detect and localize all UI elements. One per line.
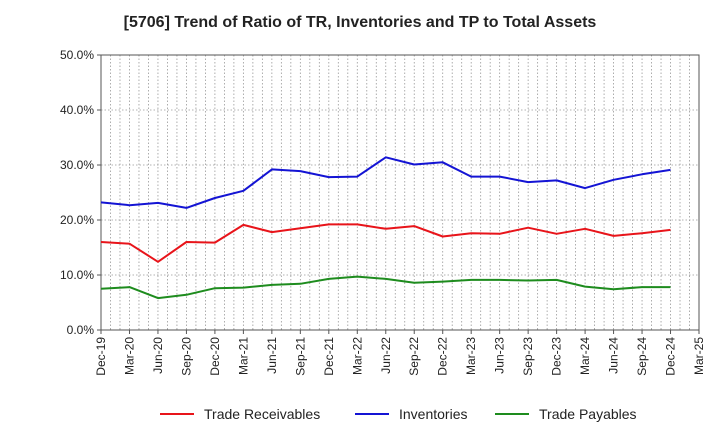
series-line-trade-receivables [100,223,671,263]
x-tick-label: Mar-24 [578,337,592,375]
series-lines [100,156,671,300]
x-tick-label: Jun-24 [607,337,621,374]
plot-area-frame [100,54,700,331]
y-tick-label: 10.0% [60,268,94,282]
x-tick-label: Sep-20 [179,337,193,376]
x-tick-label: Mar-25 [692,337,706,375]
x-tick-label: Mar-22 [350,337,364,375]
x-tick-label: Dec-24 [664,337,678,376]
legend: Trade Receivables Inventories Trade Payabl… [160,406,637,422]
series-line-trade-payables [100,275,671,300]
legend-label-trade-payables: Trade Payables [539,406,637,422]
y-tick-label: 50.0% [60,48,94,62]
legend-label-trade-receivables: Trade Receivables [204,406,320,422]
axis-ticks: 0.0% 10.0% 20.0% 30.0% 40.0% 50.0% Dec-19 Mar-2… [60,48,706,376]
series-line-inventories [100,156,671,209]
x-tick-label: Dec-20 [208,337,222,376]
x-tick-label: Dec-21 [322,337,336,376]
y-tick-label: 20.0% [60,213,94,227]
grid [101,55,699,330]
y-tick-label: 40.0% [60,103,94,117]
x-tick-label: Sep-24 [635,337,649,376]
x-tick-label: Jun-20 [151,337,165,374]
x-tick-label: Sep-23 [521,337,535,376]
chart-title: [5706] Trend of Ratio of TR, Inventories… [123,14,597,31]
x-tick-label: Jun-21 [265,337,279,374]
x-tick-label: Sep-22 [407,337,421,376]
y-tick-label: 0.0% [67,323,95,337]
x-tick-label: Mar-20 [122,337,136,375]
x-tick-label: Sep-21 [293,337,307,376]
y-tick-label: 30.0% [60,158,94,172]
legend-label-inventories: Inventories [399,406,467,422]
x-tick-label: Dec-22 [436,337,450,376]
x-tick-label: Jun-22 [379,337,393,374]
x-tick-label: Mar-21 [236,337,250,375]
x-tick-label: Dec-19 [94,337,108,376]
x-tick-label: Mar-23 [464,337,478,375]
x-tick-label: Dec-23 [550,337,564,376]
x-tick-label: Jun-23 [493,337,507,374]
